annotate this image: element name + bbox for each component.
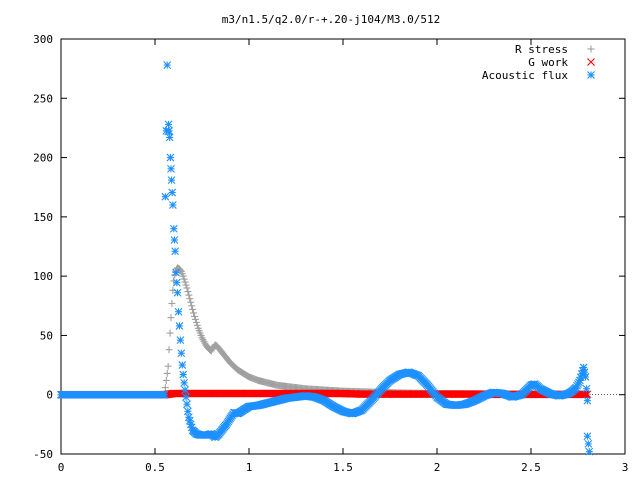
data-point [165, 346, 173, 354]
data-point [168, 299, 176, 307]
data-point [172, 268, 180, 277]
data-point [183, 284, 191, 292]
data-point [174, 307, 183, 316]
legend-label: Acoustic flux [482, 69, 568, 82]
data-point [188, 302, 196, 310]
data-point [162, 376, 170, 384]
data-point [163, 369, 171, 377]
data-point [166, 329, 174, 337]
y-tick-label: 300 [33, 33, 53, 46]
data-point [166, 153, 175, 162]
data-point [161, 384, 169, 392]
data-point [189, 305, 197, 313]
data-point [172, 278, 181, 287]
data-point [200, 337, 208, 345]
data-point [583, 396, 592, 405]
y-tick-label: 150 [33, 211, 53, 224]
data-point [176, 336, 185, 345]
data-point [171, 247, 180, 256]
data-point [178, 361, 187, 369]
data-point [583, 432, 592, 441]
series-1 [57, 264, 591, 399]
data-point [193, 321, 201, 329]
data-point [582, 384, 591, 393]
data-point [170, 277, 178, 285]
data-point [580, 368, 589, 377]
x-tick-label: 3 [622, 461, 629, 474]
legend-marker [587, 58, 595, 66]
data-point [179, 272, 187, 280]
data-point [161, 192, 170, 201]
data-point [177, 349, 186, 358]
data-point [169, 224, 178, 233]
data-point [199, 336, 207, 344]
data-point [167, 314, 175, 322]
data-point [190, 312, 198, 320]
data-point [164, 120, 173, 129]
data-point [180, 378, 189, 387]
data-point [165, 127, 173, 135]
legend-marker [587, 71, 595, 79]
legend-label: G work [528, 56, 568, 69]
data-point [168, 201, 177, 209]
data-point [183, 400, 191, 409]
data-point [180, 275, 188, 283]
y-tick-label: 100 [33, 270, 53, 283]
data-point [184, 288, 192, 296]
x-tick-label: 0 [58, 461, 65, 474]
x-tick-label: 2 [434, 461, 441, 474]
y-tick-label: 250 [33, 92, 53, 105]
y-tick-label: 0 [46, 389, 53, 402]
data-point [182, 393, 190, 401]
data-point [170, 236, 179, 244]
series-layer [57, 61, 594, 456]
x-tick-label: 1 [246, 461, 253, 474]
data-point [207, 347, 215, 355]
data-point [581, 373, 590, 381]
x-tick-label: 0.5 [145, 461, 165, 474]
y-tick-label: 50 [40, 329, 53, 342]
data-point [585, 447, 594, 456]
data-point [168, 188, 177, 197]
y-tick-label: 200 [33, 152, 53, 165]
data-point [190, 309, 198, 317]
data-point [198, 334, 206, 342]
legend-label: R stress [515, 43, 568, 56]
x-tick-label: 2.5 [521, 461, 541, 474]
data-point [185, 291, 193, 299]
data-point [167, 176, 176, 184]
series-3 [57, 61, 594, 456]
data-point [182, 281, 190, 289]
data-point [181, 386, 189, 394]
y-tick-label: -50 [33, 448, 53, 461]
data-point [160, 390, 169, 399]
data-point [165, 133, 174, 142]
data-point [173, 288, 182, 297]
data-point [192, 318, 200, 326]
data-point [191, 315, 199, 323]
data-point [167, 164, 175, 173]
data-point [179, 370, 188, 379]
data-point [181, 278, 189, 286]
data-point [164, 362, 172, 370]
data-point [584, 440, 593, 448]
data-point [186, 295, 194, 303]
legend-marker [587, 45, 595, 53]
x-tick-label: 1.5 [333, 461, 353, 474]
data-point [579, 363, 588, 372]
axis-ticks: 0 0.5 1 1.5 2 2.5 3 -50 0 50 100 150 200 250 300 [33, 33, 628, 474]
data-point [187, 298, 195, 306]
data-point [175, 322, 184, 330]
chart-title: m3/n1.5/q2.0/r-+.20-j104/M3.0/512 [222, 13, 441, 26]
data-point [163, 61, 172, 69]
